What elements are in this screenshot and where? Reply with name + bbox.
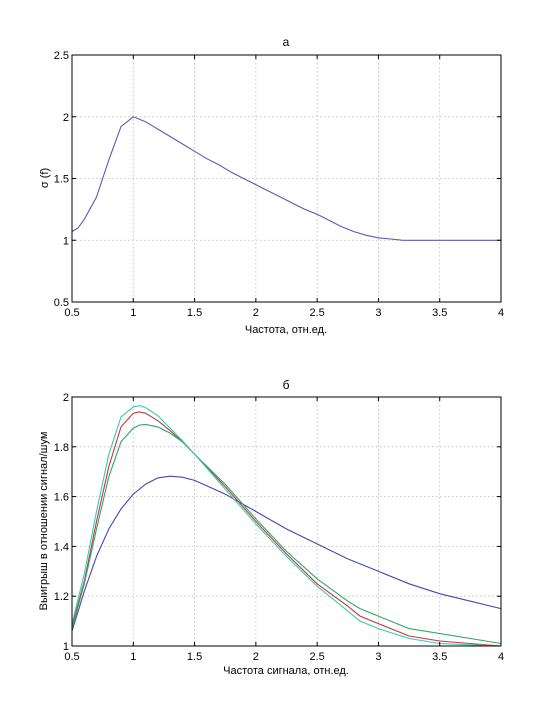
chart-b-x-tick-label: 4 [498, 651, 504, 663]
chart-a-x-label: Частота, отн.ед. [245, 324, 327, 336]
chart-b-y-ticks: 1 1.2 1.4 1.6 1.8 2 [54, 392, 501, 653]
chart-a-y-tick-label: 0.5 [54, 297, 69, 309]
chart-b-y-tick-label: 1.8 [54, 442, 69, 454]
chart-b: б 0.5 1 1.5 2 2.5 3 3.5 4 11.21.41.61.82 Частот… [38, 378, 504, 677]
chart-b-x-tick-label: 2.5 [309, 651, 324, 663]
chart-a-x-tick-label: 3 [375, 307, 381, 319]
chart-a-y-tick-label: 1 [63, 235, 69, 247]
chart-b-x-tick-label: 3.5 [432, 651, 447, 663]
chart-a-grid [72, 55, 501, 302]
chart-b-grid [72, 397, 501, 646]
chart-a-x-tick-label: 2 [253, 307, 259, 319]
chart-b-x-tick-label: 2 [253, 651, 259, 663]
chart-a-y-tick-label: 1.5 [54, 174, 69, 186]
chart-a-y-tick-label: 2.5 [54, 50, 69, 62]
chart-a-y-label: σ (f) [39, 168, 51, 188]
chart-b-series-line-1 [71, 475, 502, 632]
chart-b-y-tick-label: 2 [63, 392, 69, 404]
chart-b-series-line-4 [71, 405, 502, 647]
chart-b-y-tick-label: 1.4 [54, 541, 69, 553]
chart-a: а 0.5 1 1.5 2 2.5 3 3.5 4 0.5 1 1.5 2 2.5 Частота, … [39, 35, 504, 336]
chart-b-y-label: Выигрыш в отношении сигнал/шум [38, 432, 50, 611]
chart-b-x-tick-label: 1 [130, 651, 136, 663]
chart-a-y-tick-label: 2 [63, 112, 69, 124]
chart-b-y-tick-label: 1.2 [54, 591, 69, 603]
chart-a-y-ticks: 0.5 1 1.5 2 2.5 [54, 50, 501, 309]
chart-a-series-line-1 [71, 116, 501, 241]
chart-a-x-tick-label: 0.5 [64, 307, 79, 319]
chart-b-x-ticks: 0.5 1 1.5 2 2.5 3 3.5 4 [64, 397, 504, 663]
chart-b-x-label: Частота сигнала, отн.ед. [223, 665, 349, 677]
chart-a-x-tick-label: 4 [498, 307, 504, 319]
chart-a-x-tick-label: 1.5 [187, 307, 202, 319]
chart-b-title: б [283, 378, 290, 392]
chart-a-x-tick-label: 3.5 [432, 307, 447, 319]
chart-b-x-tick-label: 1.5 [187, 651, 202, 663]
chart-b-x-tick-label: 3 [375, 651, 381, 663]
chart-b-frame [71, 396, 502, 647]
chart-a-x-ticks: 0.5 1 1.5 2 2.5 3 3.5 4 [64, 55, 504, 319]
chart-a-title: а [283, 35, 290, 49]
chart-b-y-tick-label: 1.6 [54, 492, 69, 504]
chart-b-y-tick-label: 1 [63, 641, 69, 653]
chart-b-series [71, 405, 502, 647]
chart-b-series-line-3 [71, 423, 502, 645]
chart-b-x-tick-label: 0.5 [64, 651, 79, 663]
chart-a-series [71, 116, 501, 241]
chart-a-x-tick-label: 2.5 [309, 307, 324, 319]
chart-a-x-tick-label: 1 [130, 307, 136, 319]
